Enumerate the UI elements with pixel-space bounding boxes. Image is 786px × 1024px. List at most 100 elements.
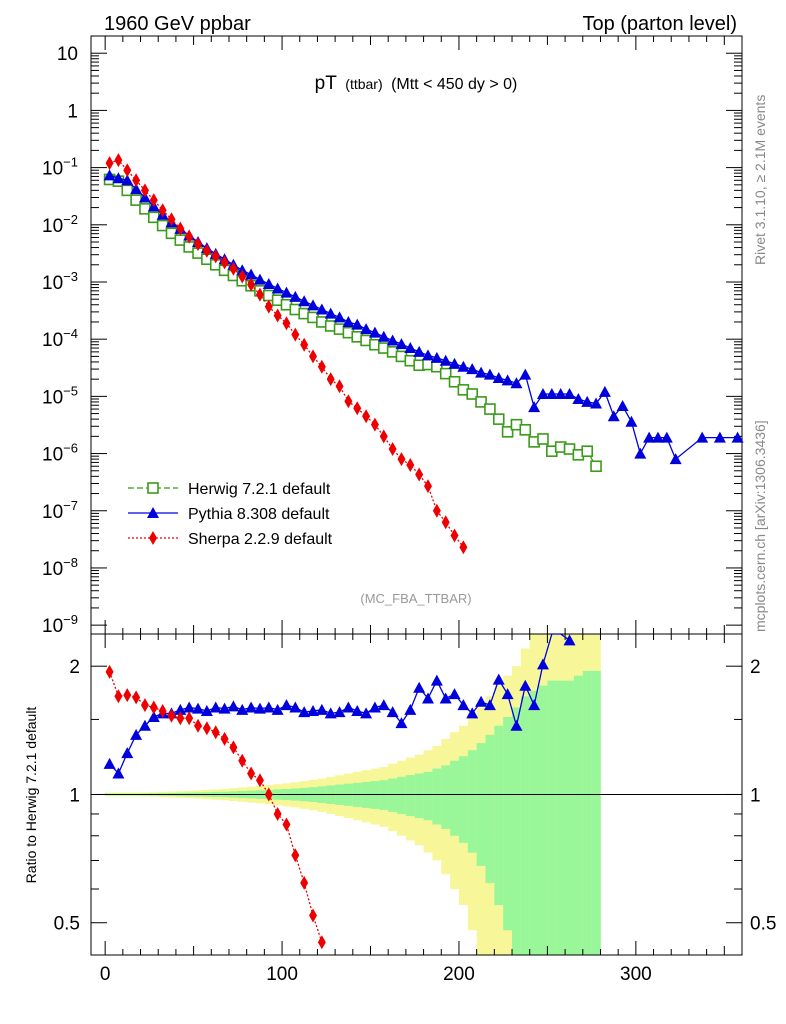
title-main: pT <box>315 73 338 94</box>
pythia-point <box>457 360 470 372</box>
pythia-ratio-point <box>209 701 222 713</box>
x-tick-label: 200 <box>443 964 475 985</box>
herwig-point <box>475 396 487 408</box>
pythia-ratio-point <box>121 747 134 759</box>
sherpa-point <box>406 458 415 473</box>
band-inner-bin <box>476 743 486 866</box>
pythia-ratio-point <box>315 703 328 715</box>
band-inner-bin <box>591 670 601 955</box>
y-tick-label: 10−9 <box>42 612 78 637</box>
sherpa-point <box>317 359 326 374</box>
sherpa-ratio-point <box>202 721 211 736</box>
pythia-ratio-point <box>192 702 205 714</box>
sherpa-point <box>158 203 167 218</box>
sherpa-ratio-point <box>132 690 141 705</box>
pythia-point <box>651 431 664 443</box>
sherpa-point <box>247 277 256 292</box>
pythia-point <box>563 388 576 400</box>
pythia-point <box>634 447 647 459</box>
y-tick-exponent: −1 <box>63 155 78 170</box>
y-tick-exponent: −2 <box>63 212 78 227</box>
pythia-ratio-point <box>510 719 523 731</box>
band-inner-bin <box>529 690 539 955</box>
sherpa-point <box>415 467 424 482</box>
sherpa-point <box>432 503 441 518</box>
sherpa-ratio-point <box>247 766 256 781</box>
legend: Herwig 7.2.1 default Pythia 8.308 default… <box>128 481 333 548</box>
pythia-point <box>386 334 399 346</box>
sherpa-ratio-point <box>185 711 194 726</box>
band-inner-bin <box>379 780 389 810</box>
pythia-point <box>696 431 709 443</box>
legend-herwig-marker <box>147 482 159 494</box>
pythia-point <box>307 299 320 311</box>
pythia-ratio-point <box>271 703 284 715</box>
sherpa-ratio-point <box>238 753 247 768</box>
pythia-ratio-point <box>430 674 443 686</box>
pythia-point <box>572 392 585 404</box>
y-tick-label: 10 <box>57 44 78 65</box>
sherpa-ratio-point <box>140 698 149 713</box>
pythia-ratio-point <box>183 701 196 713</box>
y-tick-label: 10−4 <box>42 326 78 351</box>
band-inner-bin <box>397 776 407 814</box>
herwig-point <box>590 460 602 473</box>
sherpa-point <box>344 394 353 409</box>
herwig-point <box>519 424 532 436</box>
sherpa-ratio-point <box>194 718 203 733</box>
band-inner-bin <box>458 756 469 843</box>
pythia-point <box>528 401 541 413</box>
pythia-ratio-point <box>245 701 258 713</box>
pythia-ratio-point <box>421 692 434 704</box>
pythia-point <box>395 338 408 350</box>
pythia-ratio-point <box>483 699 496 711</box>
pythia-point <box>466 363 479 375</box>
sherpa-point <box>353 401 362 416</box>
pythia-point <box>545 388 558 400</box>
title-cut: (Mtt < 450 dy > 0) <box>391 76 517 93</box>
y-tick-label: 10−7 <box>42 498 78 523</box>
pythia-point <box>501 374 514 386</box>
herwig-point <box>466 388 479 400</box>
pythia-point <box>581 395 594 407</box>
band-inner-bin <box>494 725 504 906</box>
pythia-point <box>112 172 125 184</box>
y-tick-label: 1 <box>67 101 78 122</box>
pythia-point <box>377 330 390 342</box>
pythia-point <box>731 431 744 443</box>
pythia-ratio-point <box>377 699 390 711</box>
sherpa-ratio-point <box>291 848 300 863</box>
pythia-ratio-point <box>528 699 541 711</box>
sherpa-point <box>273 308 282 323</box>
pythia-ratio-point <box>519 679 532 691</box>
ratio-y-tick-label-right: 0.5 <box>750 914 776 935</box>
band-inner-bin <box>573 675 584 955</box>
sherpa-ratio-point <box>158 703 167 718</box>
pythia-line <box>109 174 738 461</box>
pythia-point <box>439 354 452 366</box>
legend-herwig-label: Herwig 7.2.1 default <box>188 481 331 498</box>
legend-sherpa-marker <box>149 531 157 545</box>
y-tick-exponent: −5 <box>63 383 78 398</box>
pythia-point <box>492 371 505 383</box>
y-tick-exponent: −4 <box>63 326 78 341</box>
y-tick-exponent: −7 <box>63 498 78 513</box>
pythia-point <box>616 399 629 411</box>
pythia-point <box>103 169 116 181</box>
pythia-ratio-point <box>457 699 470 711</box>
y-tick-label: 10−5 <box>42 383 78 408</box>
pythia-point <box>324 307 337 319</box>
sherpa-point <box>282 316 291 331</box>
band-inner-bin <box>423 771 433 821</box>
band-inner-bin <box>556 680 566 955</box>
pythia-ratio-point <box>236 703 249 715</box>
sherpa-point <box>229 261 238 276</box>
y-tick-exponent: −6 <box>63 441 78 456</box>
pythia-point <box>713 431 726 443</box>
sherpa-point <box>388 442 397 457</box>
band-inner-bin <box>503 716 513 931</box>
pythia-ratio-point <box>395 717 408 729</box>
pythia-point <box>404 342 417 354</box>
sherpa-ratio-point <box>105 664 114 679</box>
